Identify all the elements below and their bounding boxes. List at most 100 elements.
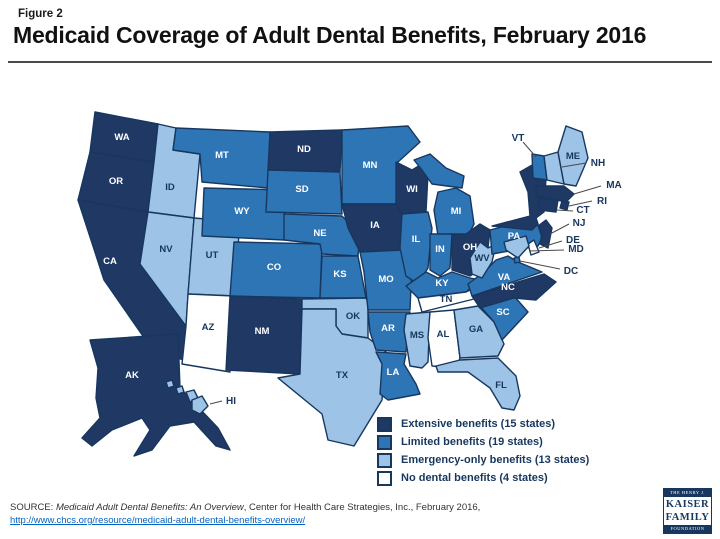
state-HI — [175, 385, 185, 395]
callout-label-DC: DC — [564, 266, 578, 277]
kff-logo-kaiser: KAISER — [665, 499, 710, 510]
state-LA — [375, 351, 421, 401]
state-MI — [413, 153, 465, 189]
figure-label: Figure 2 — [18, 8, 63, 20]
legend-item-limited: Limited benefits (19 states) — [377, 433, 589, 451]
state-label-OR: OR — [109, 176, 123, 187]
state-label-MS: MS — [410, 330, 424, 341]
state-label-WI: WI — [406, 184, 418, 195]
legend-label: Emergency-only benefits (13 states) — [401, 454, 590, 466]
state-RI — [559, 200, 570, 211]
state-label-UT: UT — [206, 250, 219, 261]
state-label-VA: VA — [498, 272, 511, 283]
state-label-ID: ID — [165, 182, 175, 193]
state-SD — [265, 169, 343, 215]
state-label-IA: IA — [370, 220, 380, 231]
callout-line-DE — [538, 240, 563, 249]
state-label-NE: NE — [313, 228, 326, 239]
title-divider — [8, 61, 712, 63]
callout-line-NH — [561, 162, 587, 168]
us-map: WA OR CA ID NV UT AZ MT WY CO NM ND SD NE KS OK TX MN IA MO… — [77, 111, 622, 457]
callout-line-MD — [528, 249, 565, 252]
legend-item-extensive: Extensive benefits (15 states) — [377, 415, 589, 433]
legend-swatch-none — [377, 470, 392, 486]
state-label-IN: IN — [435, 244, 445, 255]
state-label-KY: KY — [435, 278, 449, 289]
state-CT — [537, 197, 559, 213]
state-label-AK: AK — [125, 370, 139, 381]
state-AR — [367, 311, 411, 353]
state-label-NM: NM — [255, 326, 270, 337]
state-HI — [165, 379, 175, 389]
legend-swatch-extensive — [377, 416, 392, 432]
state-label-NV: NV — [159, 244, 173, 255]
state-label-MI: MI — [451, 206, 462, 217]
callout-label-MA: MA — [606, 180, 622, 191]
callout-label-HI: HI — [226, 396, 236, 407]
callout-line-HI — [209, 400, 223, 405]
callout-label-CT: CT — [576, 205, 589, 216]
legend-item-emergency: Emergency-only benefits (13 states) — [377, 451, 589, 469]
state-label-AR: AR — [381, 323, 395, 334]
state-label-TN: TN — [440, 294, 453, 305]
state-label-KS: KS — [333, 269, 346, 280]
state-label-ME: ME — [566, 151, 580, 162]
state-label-LA: LA — [387, 367, 400, 378]
state-label-WY: WY — [234, 206, 250, 217]
state-label-MT: MT — [215, 150, 229, 161]
callout-line-CT — [556, 209, 574, 212]
kff-logo-family: FAMILY — [665, 512, 710, 523]
state-label-WV: WV — [474, 253, 490, 264]
state-label-AZ: AZ — [202, 322, 215, 333]
callout-label-NJ: NJ — [573, 218, 586, 229]
state-TX — [277, 308, 387, 447]
kff-logo-bottom-band: FOUNDATION — [664, 525, 711, 533]
state-label-AL: AL — [437, 329, 450, 340]
callout-line-RI — [568, 200, 593, 207]
state-label-NC: NC — [501, 282, 515, 293]
state-label-MN: MN — [363, 160, 378, 171]
callout-label-DE: DE — [566, 235, 580, 246]
state-label-MO: MO — [378, 274, 393, 285]
source-link[interactable]: http://www.chcs.org/resource/medicaid-ad… — [10, 515, 306, 526]
state-HI — [191, 395, 209, 415]
kff-logo: THE HENRY J. KAISER FAMILY FOUNDATION — [663, 488, 712, 534]
source-work-title: Medicaid Adult Dental Benefits: An Overv… — [55, 502, 244, 513]
state-AK — [81, 333, 231, 457]
callout-label-NH: NH — [591, 158, 605, 169]
state-AZ — [181, 293, 235, 373]
state-label-OK: OK — [346, 311, 360, 322]
state-label-IL: IL — [412, 234, 421, 245]
legend-swatch-emergency — [377, 452, 392, 468]
callout-label-MD: MD — [568, 244, 584, 255]
state-label-NY: NY — [507, 192, 521, 203]
state-label-SD: SD — [295, 184, 308, 195]
state-label-WA: WA — [114, 132, 129, 143]
state-label-GA: GA — [469, 324, 483, 335]
source-suffix: , Center for Health Care Strategies, Inc… — [243, 502, 481, 513]
legend-label: Extensive benefits (15 states) — [401, 418, 556, 430]
legend-swatch-limited — [377, 434, 392, 450]
state-MD — [503, 235, 530, 259]
callout-line-MA — [573, 185, 602, 195]
callout-label-VT: VT — [512, 133, 525, 144]
state-DC — [513, 256, 521, 264]
state-label-PA: PA — [508, 231, 521, 242]
page-title: Medicaid Coverage of Adult Dental Benefi… — [13, 22, 647, 48]
legend-label: No dental benefits (4 states) — [401, 472, 548, 484]
state-label-OH: OH — [463, 242, 477, 253]
state-NJ — [537, 219, 553, 249]
legend-label: Limited benefits (19 states) — [401, 436, 543, 448]
state-label-FL: FL — [495, 380, 507, 391]
state-label-TX: TX — [336, 370, 349, 381]
source-note: SOURCE: Medicaid Adult Dental Benefits: … — [10, 501, 480, 527]
state-FL — [435, 357, 521, 411]
callout-line-VT — [522, 141, 537, 158]
state-label-ND: ND — [297, 144, 311, 155]
callout-label-RI: RI — [597, 196, 607, 207]
callout-line-DC — [519, 260, 561, 270]
state-ME — [557, 125, 589, 187]
kff-logo-top-band: THE HENRY J. — [664, 489, 711, 497]
state-label-CA: CA — [103, 256, 117, 267]
